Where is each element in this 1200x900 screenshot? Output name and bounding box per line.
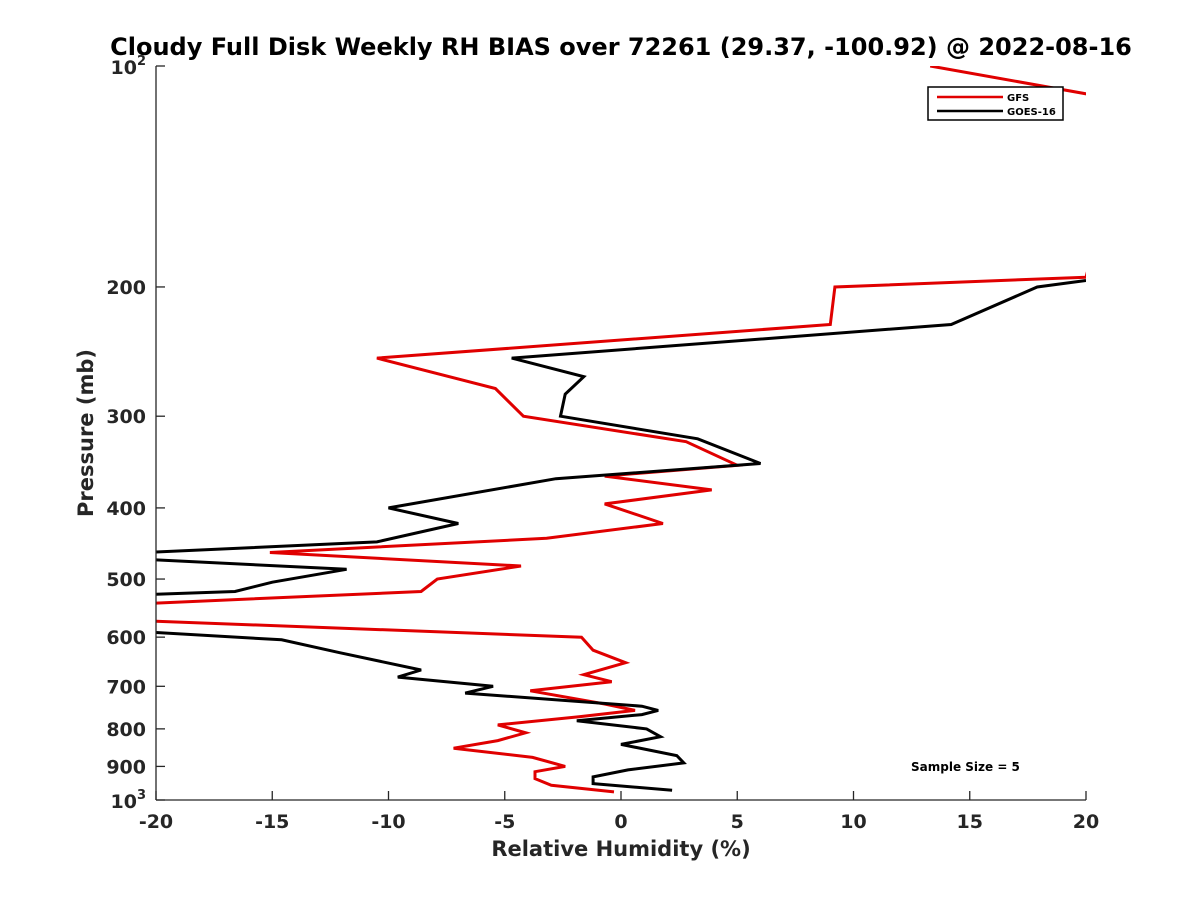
y-tick-label-power: 102 — [111, 54, 147, 79]
x-axis-label: Relative Humidity (%) — [491, 837, 750, 861]
y-ticks: 200 300 400 500 600 700 800 900 102 103 — [106, 54, 165, 813]
y-tick-label: 300 — [106, 406, 146, 428]
y-tick-label: 900 — [106, 756, 146, 778]
legend: GFS GOES-16 — [927, 86, 1064, 121]
x-tick-label: 5 — [731, 811, 744, 833]
chart-title: Cloudy Full Disk Weekly RH BIAS over 722… — [110, 33, 1132, 61]
sample-size-annotation: Sample Size = 5 — [911, 760, 1020, 774]
y-tick-label: 700 — [106, 676, 146, 698]
x-tick-label: 10 — [840, 811, 866, 833]
x-tick-label: -20 — [139, 811, 173, 833]
x-tick-label: -15 — [255, 811, 289, 833]
legend-label-gfs: GFS — [1007, 93, 1029, 104]
legend-box — [927, 86, 1064, 121]
x-tick-label: -10 — [371, 811, 405, 833]
y-tick-label: 600 — [106, 627, 146, 649]
y-tick-label-power: 103 — [111, 788, 147, 813]
series-line-gfs — [156, 66, 1086, 794]
series-layer — [156, 66, 1086, 794]
y-axis-label: Pressure (mb) — [74, 349, 98, 517]
x-tick-label: 0 — [614, 811, 627, 833]
y-tick-label: 500 — [106, 569, 146, 591]
legend-label-goes16: GOES-16 — [1007, 107, 1056, 118]
series-line-goes16 — [156, 279, 1086, 792]
x-tick-label: -5 — [494, 811, 515, 833]
y-tick-label: 800 — [106, 719, 146, 741]
y-tick-label: 200 — [106, 277, 146, 299]
x-ticks: -20 -15 -10 -5 0 5 10 15 20 — [139, 791, 1099, 833]
y-tick-label: 400 — [106, 498, 146, 520]
x-tick-label: 20 — [1073, 811, 1099, 833]
x-tick-label: 15 — [957, 811, 983, 833]
